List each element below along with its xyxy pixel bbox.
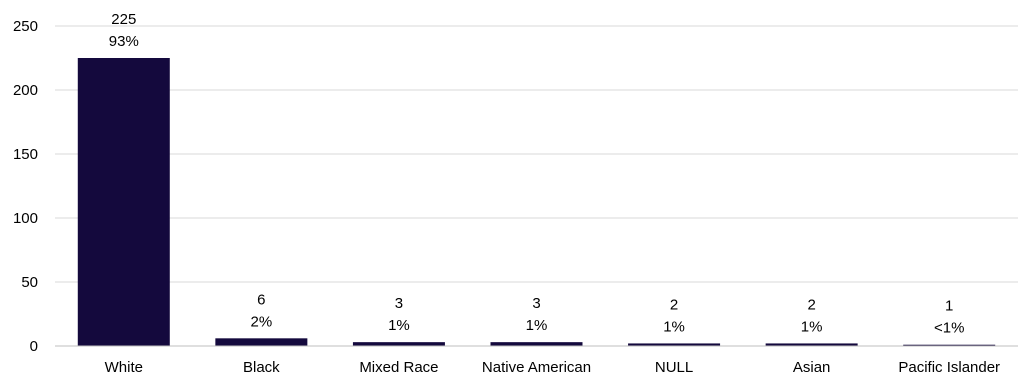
y-tick-label: 100 <box>13 210 38 227</box>
x-tick-label: Pacific Islander <box>898 359 1000 376</box>
data-label-value: 2 <box>670 296 678 313</box>
bar <box>352 342 445 346</box>
gridlines <box>55 25 1018 283</box>
y-tick-label: 0 <box>30 338 38 355</box>
y-tick-label: 250 <box>13 18 38 35</box>
data-label-percent: 93% <box>109 33 139 50</box>
data-label-value: 3 <box>532 295 540 312</box>
axes: 0 50 100 150 200 250 White Black Mixed Race Nativ… <box>13 18 1018 376</box>
data-labels: 225 93% 6 2% 3 1% 3 1% 2 1% 2 1% 1 <1% <box>109 11 965 337</box>
data-label-percent: 1% <box>526 317 548 334</box>
data-label-percent: 1% <box>801 318 823 335</box>
bar <box>215 338 308 346</box>
x-tick-label: Asian <box>793 359 831 376</box>
bars <box>77 58 996 346</box>
data-label-value: 6 <box>257 291 265 308</box>
bar <box>903 344 996 346</box>
x-tick-label: Native American <box>482 359 591 376</box>
data-label-percent: 1% <box>388 317 410 334</box>
y-tick-label: 150 <box>13 146 38 163</box>
y-tick-label: 200 <box>13 82 38 99</box>
x-tick-label: Mixed Race <box>359 359 438 376</box>
bar <box>628 343 721 346</box>
data-label-percent: 1% <box>663 318 685 335</box>
data-label-value: 2 <box>807 296 815 313</box>
x-tick-label: NULL <box>655 359 693 376</box>
bar <box>77 58 170 346</box>
bar <box>765 343 858 346</box>
data-label-percent: <1% <box>934 320 964 337</box>
data-label-percent: 2% <box>251 313 273 330</box>
y-tick-label: 50 <box>21 274 38 291</box>
bar <box>490 342 583 346</box>
data-label-value: 1 <box>945 298 953 315</box>
x-tick-label: White <box>105 359 143 376</box>
data-label-value: 3 <box>395 295 403 312</box>
x-tick-label: Black <box>243 359 280 376</box>
data-label-value: 225 <box>111 11 136 28</box>
